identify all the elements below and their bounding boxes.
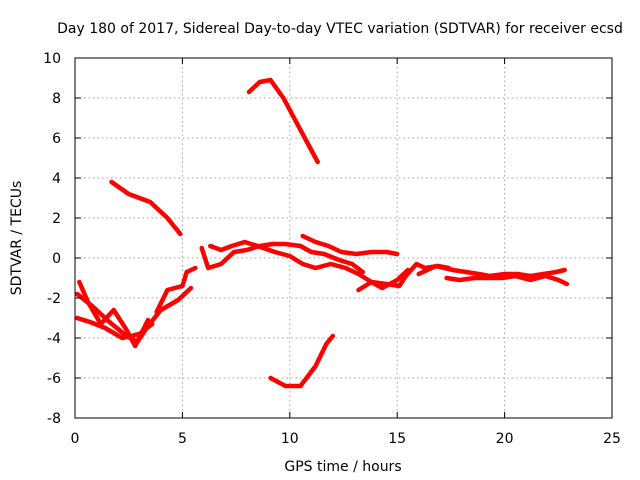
series-track-5 [77,279,151,349]
series-track-8 [199,241,366,275]
y-tick-label: 0 [52,251,61,267]
series-track-7 [154,265,198,315]
chart-title: Day 180 of 2017, Sidereal Day-to-day VTE… [57,21,623,37]
y-axis-label: SDTVAR / TECUs [9,181,25,296]
y-tick-label: -6 [47,371,61,387]
grid-lines [75,58,612,418]
series-track-13 [444,273,570,287]
series-track-10 [300,233,400,257]
series-track-6 [74,315,155,341]
series-track-1 [109,179,183,237]
x-axis-label: GPS time / hours [284,459,401,475]
y-tick-label: 6 [52,131,61,147]
y-tick-label: 4 [52,171,61,187]
x-tick-label: 20 [496,431,514,447]
y-tick-label: 8 [52,91,61,107]
y-tick-label: -8 [47,411,61,427]
x-tick-label: 25 [603,431,621,447]
plot-frame [74,57,613,419]
y-tick-label: 10 [43,51,61,67]
series-track-2 [246,77,320,165]
data-series [74,77,570,389]
y-tick-label: -2 [47,291,61,307]
axis-ticks: 0 5 10 15 20 25 -8 -6 -4 -2 0 2 4 6 8 10 [43,51,621,447]
series-track-3 [268,333,336,389]
y-tick-label: 2 [52,211,61,227]
x-tick-label: 5 [178,431,187,447]
series-track-9 [208,239,411,291]
y-tick-label: -4 [47,331,61,347]
x-tick-label: 10 [281,431,299,447]
x-tick-label: 15 [388,431,406,447]
series-track-12 [416,263,567,279]
x-tick-label: 0 [71,431,80,447]
